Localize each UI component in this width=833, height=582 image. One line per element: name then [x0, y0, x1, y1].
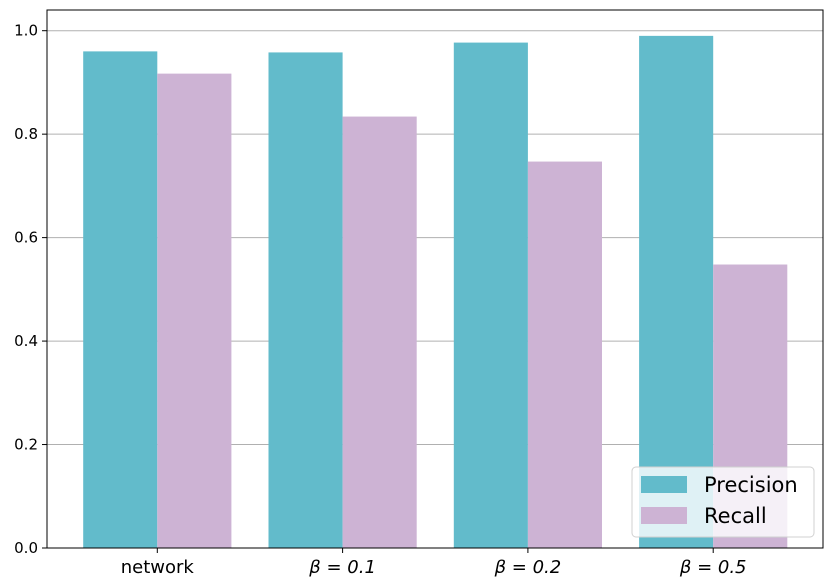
- x-tick-label: β = 0.2: [494, 557, 562, 578]
- legend-swatch-precision: [641, 476, 687, 493]
- x-axis: network β = 0.1 β = 0.2 β = 0.5: [121, 548, 747, 578]
- bar-recall-1: [342, 116, 417, 549]
- y-tick-label: 0.0: [14, 539, 38, 557]
- legend-label-recall: Recall: [704, 504, 767, 528]
- y-tick-label: 0.8: [14, 125, 38, 143]
- bar-precision-3: [639, 35, 714, 549]
- x-tick-label: β = 0.5: [679, 557, 747, 578]
- bar-recall-2: [527, 161, 602, 548]
- y-tick-label: 1.0: [14, 22, 38, 40]
- y-tick-label: 0.6: [14, 229, 38, 247]
- bar-recall-0: [157, 73, 232, 548]
- y-tick-label: 0.4: [14, 332, 38, 350]
- legend-label-precision: Precision: [704, 473, 798, 497]
- bars: [83, 35, 788, 549]
- plot-frame: [46, 9, 824, 549]
- bar-precision-0: [83, 51, 158, 549]
- legend-swatch-recall: [641, 507, 687, 524]
- x-tick-label: network: [121, 557, 195, 578]
- legend: Precision Recall: [631, 466, 815, 538]
- bar-precision-1: [268, 52, 343, 549]
- y-axis: 0.0 0.2 0.4 0.6 0.8 1.0: [14, 22, 47, 557]
- x-tick-label: β = 0.1: [308, 557, 376, 578]
- bar-precision-2: [453, 42, 528, 548]
- y-tick-label: 0.2: [14, 436, 38, 454]
